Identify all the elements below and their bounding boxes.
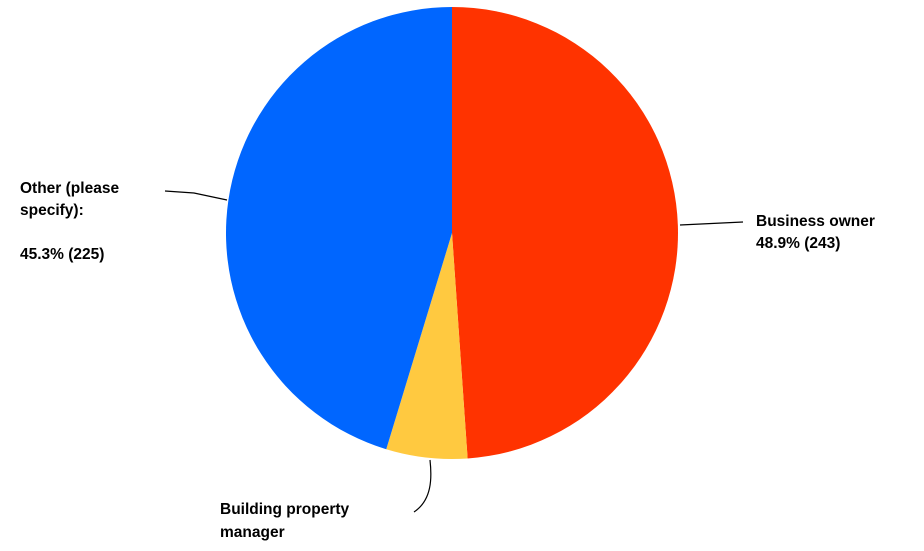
slice-label-line: manager [220, 524, 285, 541]
slice-label-line: Other (please [20, 180, 119, 197]
pie-slice-business-owner [452, 7, 678, 459]
slice-label-building-property-manager: Building property manager [220, 501, 350, 541]
pie-slices [225, 7, 678, 460]
slice-label-line: Building property [220, 501, 350, 518]
slice-label-line: 45.3% (225) [20, 246, 104, 263]
slice-label-line: 48.9% (243) [756, 235, 840, 252]
slice-labels: Business owner 48.9% (243) Building proper… [20, 180, 875, 541]
leader-lines [164, 190, 744, 513]
slice-label-line: specify): [20, 202, 84, 219]
slice-label-line [20, 224, 24, 241]
slice-label-business-owner: Business owner 48.9% (243) [756, 213, 875, 252]
leader-line-business-owner [679, 221, 744, 226]
leader-line-other-please-specify [164, 190, 228, 201]
pie-slice-other-please-specify [225, 7, 452, 450]
slice-label-line: Business owner [756, 213, 875, 230]
leader-line-building-property-manager [413, 459, 432, 513]
pie-slice-building-property-manager [386, 233, 468, 460]
slice-label-other-please-specify: Other (please specify): 45.3% (225) [20, 180, 119, 263]
